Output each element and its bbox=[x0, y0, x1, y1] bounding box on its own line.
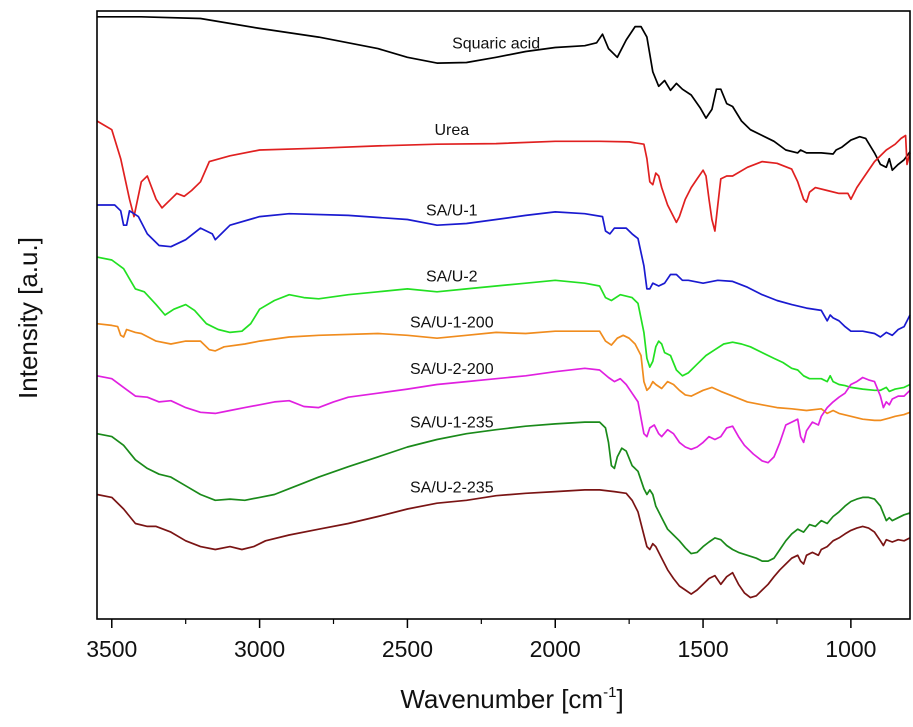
x-tick-label-0: 3500 bbox=[86, 636, 137, 662]
series-label-3: SA/U-2 bbox=[426, 268, 478, 285]
x-tick-label-2: 2500 bbox=[382, 636, 433, 662]
plot-area: Squaric acid Urea SA/U-1 SA/U-2 SA/U-1-200 SA… bbox=[96, 15, 911, 599]
x-tick-label-1: 3000 bbox=[234, 636, 285, 662]
series-line-0 bbox=[97, 15, 911, 172]
x-axis: 3500 3000 2500 2000 1500 1000 bbox=[86, 619, 876, 662]
plot-frame bbox=[96, 10, 911, 620]
series-line-2 bbox=[97, 204, 911, 338]
series-label-5: SA/U-2-200 bbox=[410, 361, 494, 378]
series-label-2: SA/U-1 bbox=[426, 202, 478, 219]
series-label-6: SA/U-1-235 bbox=[410, 415, 494, 432]
series-line-4 bbox=[96, 322, 911, 422]
series-label-1: Urea bbox=[434, 122, 469, 139]
y-axis-title: Intensity [a.u.] bbox=[13, 237, 43, 399]
series-line-5 bbox=[96, 367, 911, 464]
series-line-3 bbox=[96, 256, 911, 393]
x-tick-label-5: 1000 bbox=[825, 636, 876, 662]
x-axis-title: Wavenumber [cm-1] bbox=[400, 684, 623, 714]
series-label-4: SA/U-1-200 bbox=[410, 315, 494, 332]
x-axis-title-superscript: -1 bbox=[603, 684, 616, 701]
series-label-0: Squaric acid bbox=[452, 35, 540, 52]
series-line-6 bbox=[96, 421, 911, 562]
x-axis-title-end: ] bbox=[616, 684, 623, 714]
x-axis-title-main: Wavenumber [cm bbox=[400, 684, 603, 714]
series-line-7 bbox=[96, 489, 911, 599]
x-tick-label-4: 1500 bbox=[677, 636, 728, 662]
x-tick-label-3: 2000 bbox=[530, 636, 581, 662]
series-line-1 bbox=[96, 120, 911, 232]
series-label-7: SA/U-2-235 bbox=[410, 480, 494, 497]
